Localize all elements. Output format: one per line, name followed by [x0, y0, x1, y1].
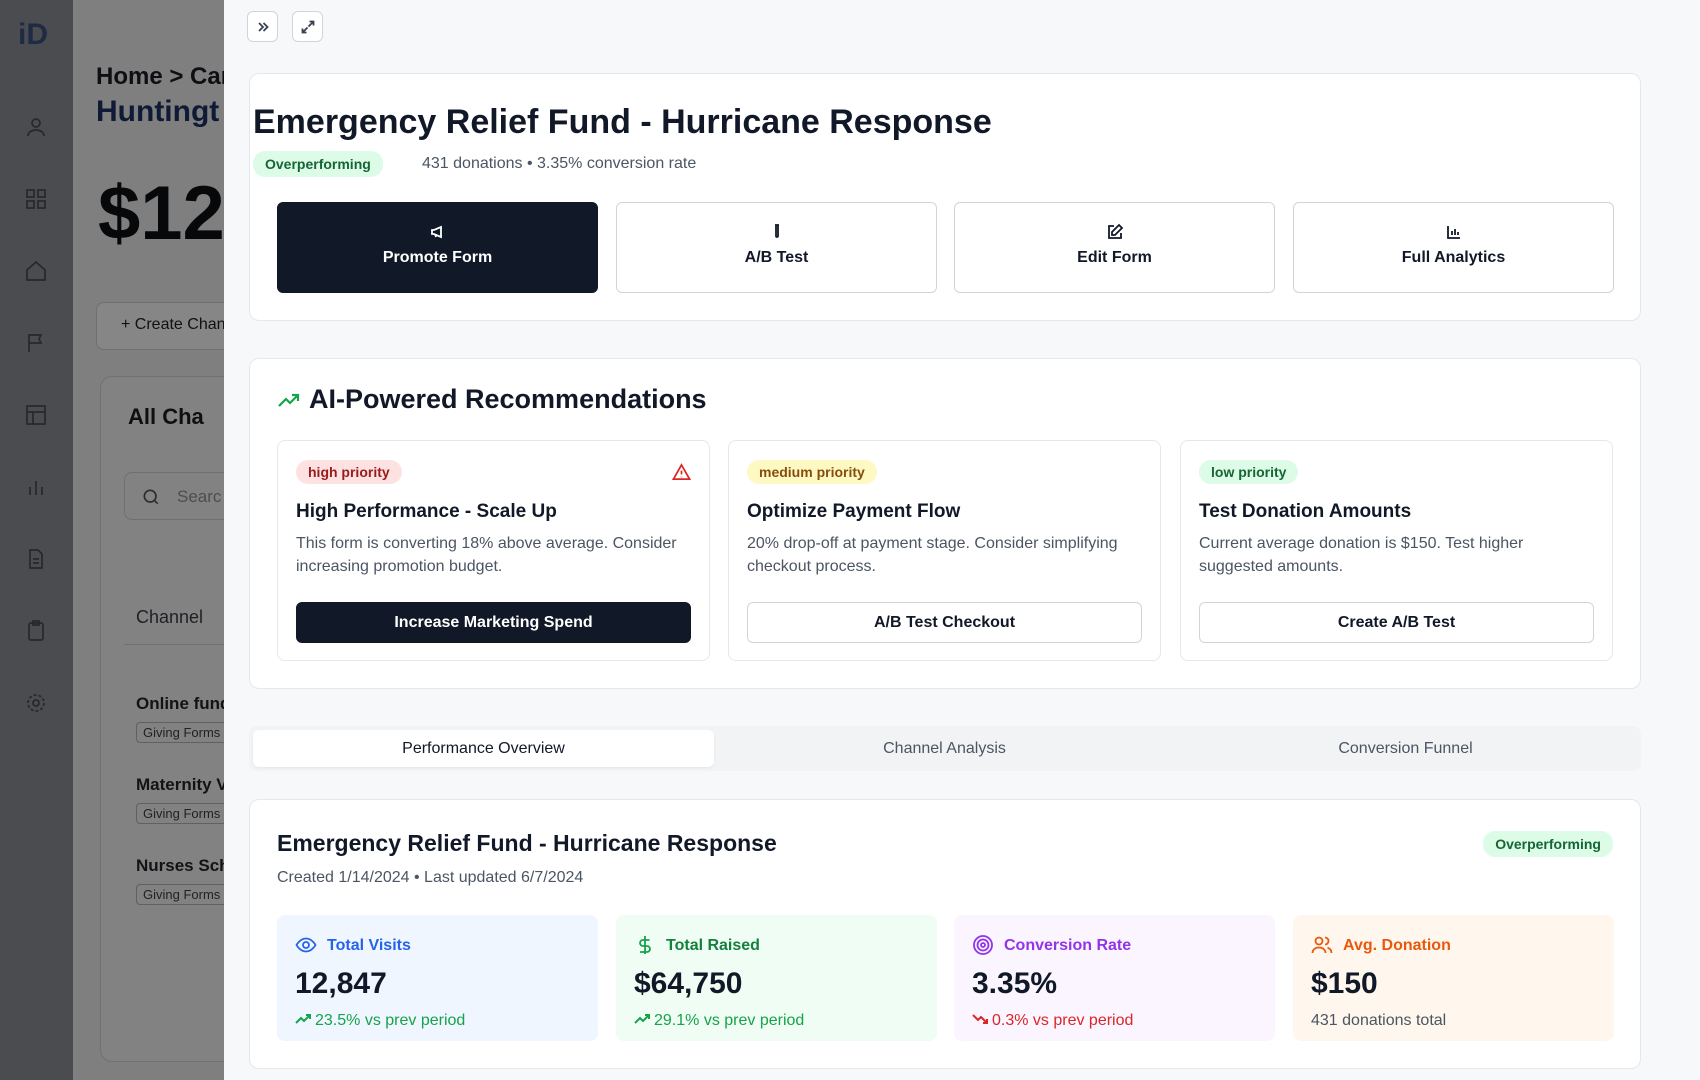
recommendation-card-high: high priority High Performance - Scale U… — [277, 440, 710, 661]
metric-conversion-rate: Conversion Rate 3.35% 0.3% vs prev perio… — [954, 915, 1275, 1041]
channel-column-header: Channel — [136, 607, 204, 627]
form-meta: 431 donations • 3.35% conversion rate — [422, 155, 697, 172]
ab-test-checkout-button[interactable]: A/B Test Checkout — [747, 602, 1142, 643]
channel-row-name[interactable]: Maternity V — [136, 775, 228, 794]
edit-form-button[interactable]: Edit Form — [954, 202, 1275, 293]
priority-badge: medium priority — [747, 460, 877, 484]
full-analytics-button[interactable]: Full Analytics — [1293, 202, 1614, 293]
tab-performance-overview[interactable]: Performance Overview — [253, 730, 714, 767]
ab-test-button[interactable]: A/B Test — [616, 202, 937, 293]
priority-badge: high priority — [296, 460, 402, 484]
layout-icon[interactable] — [24, 403, 48, 427]
recommendation-title: Test Donation Amounts — [1199, 501, 1412, 522]
metric-change: 29.1% vs prev period — [634, 1012, 804, 1030]
eye-icon — [295, 934, 317, 956]
metric-avg-donation: Avg. Donation $150 431 donations total — [1293, 915, 1614, 1041]
metric-value: 3.35% — [972, 967, 1058, 1000]
channel-row-name[interactable]: Nurses Sch — [136, 856, 230, 875]
recommendation-title: Optimize Payment Flow — [747, 501, 961, 522]
recommendation-body: 20% drop-off at payment stage. Consider … — [747, 535, 1118, 575]
metric-total-raised: Total Raised $64,750 29.1% vs prev perio… — [616, 915, 937, 1041]
expand-drawer-button[interactable] — [292, 11, 323, 42]
tab-channel-analysis[interactable]: Channel Analysis — [883, 740, 1006, 757]
metric-change-text: 29.1% vs prev period — [654, 1012, 805, 1029]
chevrons-right-icon — [257, 21, 269, 32]
channels-panel-title: All Cha — [128, 404, 204, 429]
metric-label: Conversion Rate — [1004, 937, 1132, 954]
search-icon — [141, 487, 161, 507]
recommendation-card-low: low priority Test Donation Amounts Curre… — [1180, 440, 1613, 661]
metric-change-text: 0.3% vs prev period — [992, 1012, 1134, 1029]
metric-change: 0.3% vs prev period — [972, 1012, 1133, 1030]
test-tube-icon — [768, 223, 786, 241]
metric-value: $64,750 — [634, 967, 743, 1000]
metric-label: Total Raised — [666, 937, 760, 954]
channel-row-tag: Giving Forms — [136, 884, 228, 905]
status-badge: Overperforming — [253, 151, 383, 177]
metric-label: Avg. Donation — [1343, 937, 1451, 954]
document-icon[interactable] — [24, 547, 48, 571]
recommendation-body: Current average donation is $150. Test h… — [1199, 535, 1524, 575]
app-sidebar: iD — [0, 0, 73, 1080]
trending-up-icon — [634, 1012, 650, 1024]
metric-subtext: 431 donations total — [1311, 1012, 1447, 1029]
settings-icon[interactable] — [24, 691, 48, 715]
tab-list: Performance Overview Channel Analysis Co… — [249, 726, 1641, 771]
trending-down-icon — [972, 1012, 988, 1024]
megaphone-icon — [429, 223, 447, 241]
warning-icon — [671, 463, 692, 482]
flag-icon[interactable] — [24, 331, 48, 355]
home-icon[interactable] — [24, 259, 48, 283]
organization-name: Huntingt — [96, 95, 220, 128]
promote-form-label: Promote Form — [382, 249, 493, 266]
trending-up-icon — [277, 388, 301, 412]
bar-chart-icon — [1445, 223, 1463, 241]
dollar-icon — [634, 934, 656, 956]
ab-test-label: A/B Test — [744, 249, 809, 266]
metric-value: 12,847 — [295, 967, 387, 1000]
target-icon — [972, 934, 994, 956]
bar-chart-icon[interactable] — [24, 475, 48, 499]
user-icon[interactable] — [24, 115, 48, 139]
recommendation-card-medium: medium priority Optimize Payment Flow 20… — [728, 440, 1161, 661]
channel-row-tag: Giving Forms — [136, 722, 228, 743]
metric-label: Total Visits — [327, 937, 411, 954]
edit-form-label: Edit Form — [1077, 249, 1152, 266]
grid-icon[interactable] — [24, 187, 48, 211]
channel-row-name[interactable]: Online fund — [136, 694, 231, 713]
trending-up-icon — [295, 1012, 311, 1024]
metric-change: 23.5% vs prev period — [295, 1012, 465, 1030]
channel-row-tag: Giving Forms — [136, 803, 228, 824]
maximize-icon — [301, 20, 314, 33]
metric-total-visits: Total Visits 12,847 23.5% vs prev period — [277, 915, 598, 1041]
search-placeholder: Searc — [177, 487, 222, 506]
full-analytics-label: Full Analytics — [1401, 249, 1506, 266]
promote-form-button[interactable]: Promote Form — [277, 202, 598, 293]
metric-change-text: 23.5% vs prev period — [315, 1012, 466, 1029]
clipboard-icon[interactable] — [24, 619, 48, 643]
edit-icon — [1106, 223, 1124, 241]
recommendation-body: This form is converting 18% above averag… — [296, 535, 677, 575]
overview-meta: Created 1/14/2024 • Last updated 6/7/202… — [277, 869, 584, 886]
recommendations-title: AI-Powered Recommendations — [309, 384, 707, 414]
form-title: Emergency Relief Fund - Hurricane Respon… — [253, 103, 992, 141]
overview-title: Emergency Relief Fund - Hurricane Respon… — [277, 830, 777, 856]
recommendation-title: High Performance - Scale Up — [296, 501, 557, 522]
collapse-drawer-button[interactable] — [247, 11, 278, 42]
users-icon — [1311, 934, 1333, 956]
tab-conversion-funnel[interactable]: Conversion Funnel — [1338, 740, 1473, 757]
overview-status-badge: Overperforming — [1483, 831, 1613, 857]
priority-badge: low priority — [1199, 460, 1299, 484]
create-ab-test-button[interactable]: Create A/B Test — [1199, 602, 1594, 643]
metric-value: $150 — [1311, 967, 1378, 1000]
app-logo: iD — [18, 18, 48, 51]
increase-marketing-spend-button[interactable]: Increase Marketing Spend — [296, 602, 691, 643]
breadcrumb: Home > Car — [96, 63, 231, 90]
